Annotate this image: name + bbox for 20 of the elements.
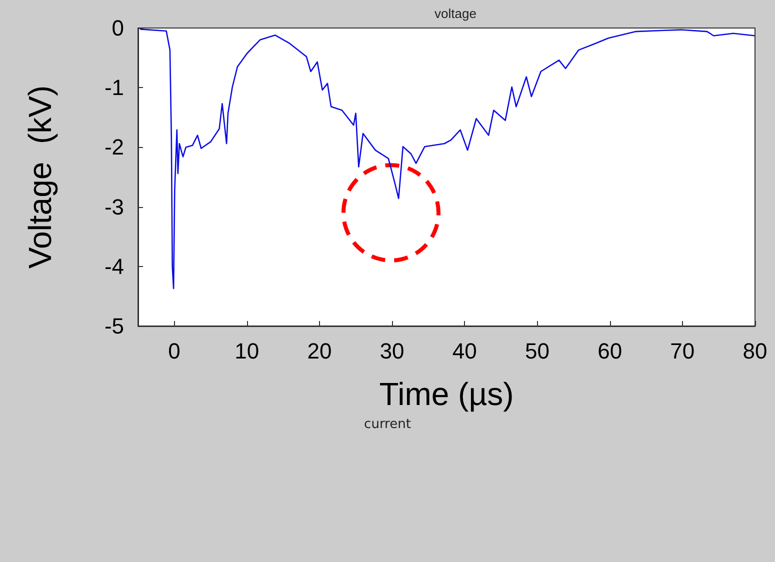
x-tick-label: 50 xyxy=(524,338,550,364)
x-tick-label: 40 xyxy=(452,338,477,364)
y-tick-label: -5 xyxy=(104,314,124,338)
chart-title: voltage xyxy=(434,6,476,21)
x-tick-label: 20 xyxy=(307,338,332,364)
x-tick-label: 80 xyxy=(742,338,768,364)
x-axis-title: Time (µs) xyxy=(379,376,514,412)
y-tick-label: -3 xyxy=(104,194,124,220)
line-series xyxy=(140,28,756,290)
y-tick-label: 0 xyxy=(112,16,124,40)
x-tick-label: 30 xyxy=(380,338,404,364)
y-axis-title: Voltage (kV) xyxy=(22,85,58,269)
x-tick-label: 60 xyxy=(598,338,622,364)
x-tick-label: 0 xyxy=(168,338,180,364)
y-tick-label: -1 xyxy=(104,75,124,100)
x-tick-label: 70 xyxy=(670,338,695,364)
text: current xyxy=(364,417,411,432)
y-tick-label: -4 xyxy=(104,254,124,279)
y-tick-label: -2 xyxy=(104,134,124,160)
x-tick-label: 10 xyxy=(234,338,260,364)
